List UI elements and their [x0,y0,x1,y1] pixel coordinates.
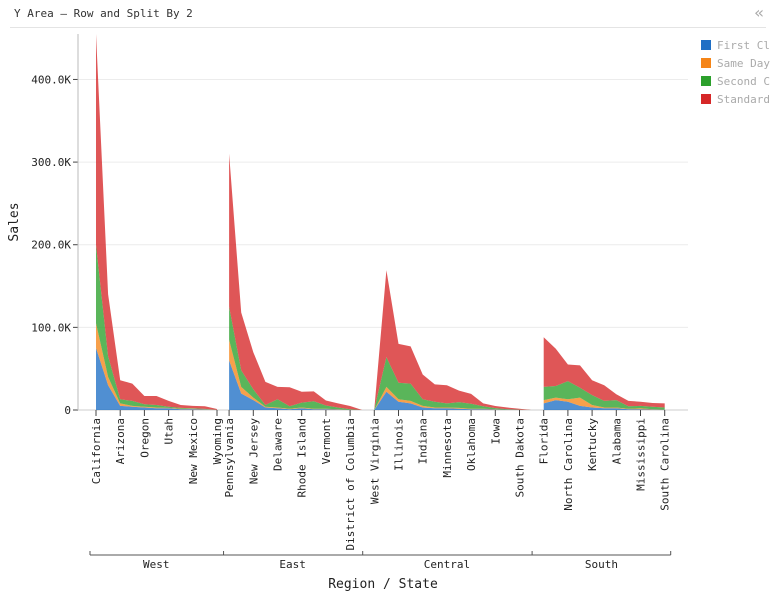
legend: First Cl Same Day Second C Standard [701,36,770,108]
area-segment [374,391,532,410]
area-segment [543,337,665,408]
x-tick-label: Florida [538,418,551,464]
x-tick-label: Pennsylvania [223,418,236,497]
legend-swatch [701,58,711,68]
area-segment [96,348,217,410]
x-tick-label: Delaware [272,418,285,471]
area-series-first-cl [96,348,665,410]
area-series-second-c [96,244,665,410]
header-divider [10,27,766,28]
group-label: West [143,558,170,571]
x-tick-label: District of Columbia [344,418,357,550]
x-axis-title: Region / State [328,577,438,592]
x-tick-label: Alabama [610,418,623,464]
y-axis-title: Sales [7,202,22,241]
y-tick-label: 200.0K [31,239,71,252]
y-tick-label: 400.0K [31,73,71,86]
x-tick-label: Vermont [320,418,333,464]
area-segment [229,153,363,411]
area-series-standard [96,34,665,411]
legend-label: Standard [717,92,770,106]
x-tick-label: Iowa [489,418,502,445]
x-tick-label: Indiana [417,418,430,464]
group-label: Central [424,558,470,571]
x-tick-label: Kentucky [586,418,599,471]
legend-item-same-day[interactable]: Same Day [701,54,770,72]
x-tick-label: Oklahoma [465,418,478,471]
x-tick-label: Oregon [138,418,151,458]
x-tick-label: Illinois [393,418,406,471]
x-tick-label: New Mexico [187,418,200,484]
x-tick-label: New Jersey [247,418,260,485]
area-segment [374,357,532,410]
x-tick-label: North Carolina [562,418,575,511]
chart-header: Y Area — Row and Split By 2 « [0,0,776,28]
x-tick-label: Mississippi [635,418,648,491]
x-tick-label: Utah [163,418,176,445]
x-tick-label: Rhode Island [296,418,309,497]
area-segment [374,386,532,410]
legend-swatch [701,40,711,50]
legend-item-second-class[interactable]: Second C [701,72,770,90]
x-tick-label: California [90,418,103,484]
legend-swatch [701,94,711,104]
legend-swatch [701,76,711,86]
area-segment [374,270,532,410]
collapse-chevrons-icon[interactable]: « [754,3,764,22]
legend-item-first-class[interactable]: First Cl [701,36,770,54]
area-segment [543,400,665,410]
y-tick-label: 0 [64,404,71,417]
x-tick-label: Wyoming [211,418,224,464]
x-tick-label: Arizona [114,418,127,464]
area-segment [543,381,665,410]
y-tick-label: 300.0K [31,156,71,169]
group-label: East [279,558,306,571]
x-tick-label: South Dakota [514,418,527,497]
area-segment [96,34,217,410]
x-tick-label: South Carolina [659,418,672,511]
legend-label: Same Day [717,56,770,70]
legend-item-standard[interactable]: Standard [701,90,770,108]
area-segment [543,397,665,410]
chart-title: Y Area — Row and Split By 2 [14,7,193,20]
legend-label: First Cl [717,38,770,52]
group-label: South [585,558,618,571]
legend-label: Second C [717,74,770,88]
area-series-same-day [96,323,665,410]
area-segment [229,360,363,410]
x-tick-label: West Virginia [368,418,381,504]
x-tick-label: Minnesota [441,418,454,478]
y-tick-label: 100.0K [31,321,71,334]
